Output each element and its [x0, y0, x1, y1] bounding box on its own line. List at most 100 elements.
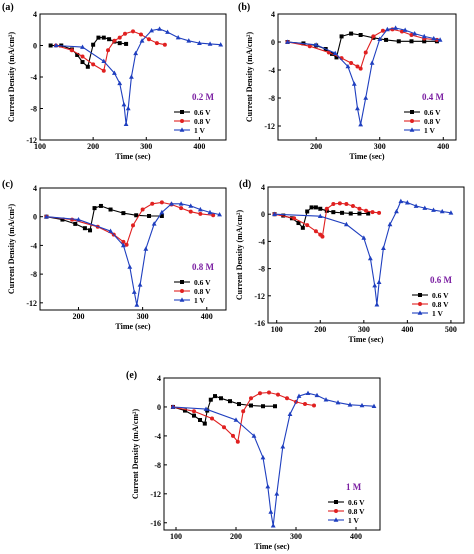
data-point-square: [366, 211, 371, 216]
data-point-circle: [235, 439, 240, 444]
data-point-triangle: [270, 523, 276, 528]
series-line: [46, 201, 214, 246]
data-point-square: [358, 33, 363, 37]
legend-entry: 0.6 V: [328, 498, 365, 507]
data-point-circle: [117, 35, 122, 40]
data-point-square: [180, 110, 184, 114]
x-tick-label: 300: [358, 325, 370, 334]
y-axis-title: Current Density (mA/cm²): [7, 32, 16, 123]
data-point-triangle: [431, 35, 437, 41]
x-tick-label: 300: [137, 312, 149, 321]
x-tick-label: 400: [193, 142, 205, 151]
data-point-square: [48, 43, 53, 48]
y-tick-label: 4: [261, 183, 265, 192]
y-axis-title: Current Density (mA/cm²): [131, 409, 140, 500]
data-point-circle: [138, 32, 143, 37]
series-0p8V: [171, 390, 316, 444]
data-point-triangle: [80, 44, 85, 49]
data-point-square: [107, 37, 112, 42]
data-point-square: [339, 34, 344, 39]
data-point-triangle: [131, 289, 137, 294]
data-point-triangle: [335, 400, 341, 405]
panel-label: (b): [238, 2, 250, 13]
data-point-triangle: [361, 235, 367, 240]
data-point-triangle: [345, 63, 351, 69]
legend-label: 0.6 V: [348, 498, 365, 507]
data-point-triangle: [393, 25, 399, 30]
data-point-circle: [355, 64, 360, 69]
data-point-triangle: [317, 213, 323, 219]
data-point-square: [357, 211, 362, 216]
data-point-circle: [337, 201, 342, 206]
data-point-square: [313, 205, 318, 210]
data-point-circle: [123, 31, 128, 36]
legend-entry: 0.8 V: [174, 287, 211, 296]
data-point-triangle: [313, 42, 319, 47]
data-point-triangle: [431, 207, 436, 212]
data-point-triangle: [203, 406, 209, 411]
y-axis-title: Current Density (mA/cm²): [235, 210, 244, 301]
data-point-triangle: [376, 279, 382, 284]
data-point-square: [208, 397, 213, 402]
data-point-triangle: [344, 221, 349, 227]
data-point-triangle: [133, 50, 139, 56]
data-point-square: [334, 55, 339, 60]
x-tick-label: 100: [170, 532, 182, 541]
plot-frame: [267, 186, 465, 324]
y-tick-label: -12: [26, 299, 37, 308]
data-point-triangle: [143, 246, 149, 251]
data-point-triangle: [421, 33, 427, 39]
x-tick-label: 300: [374, 142, 386, 151]
data-point-circle: [364, 208, 368, 213]
series-1V: [285, 25, 443, 127]
data-point-triangle: [123, 121, 129, 127]
x-tick-label: 400: [401, 325, 413, 334]
data-point-circle: [180, 119, 184, 123]
data-point-triangle: [332, 50, 338, 55]
data-point-triangle: [448, 210, 454, 215]
x-axis-title: Time (sec): [349, 152, 385, 161]
data-point-circle: [198, 211, 203, 216]
data-point-square: [396, 39, 401, 44]
data-point-circle: [380, 28, 385, 33]
y-tick-label: 4: [271, 10, 275, 19]
data-point-triangle: [402, 27, 408, 32]
legend-label: 0.8 V: [432, 300, 449, 309]
y-tick-label: -8: [268, 94, 275, 103]
legend-label: 0.8 V: [194, 287, 211, 296]
data-point-triangle: [179, 297, 185, 302]
x-axis-title: Time (sec): [115, 152, 151, 161]
data-point-triangle: [422, 205, 428, 210]
data-point-triangle: [127, 264, 133, 269]
data-point-circle: [303, 402, 307, 407]
concentration-label: 1 M: [346, 482, 362, 492]
data-point-triangle: [413, 203, 419, 208]
data-point-triangle: [159, 209, 165, 215]
y-axis-title: Current Density (mA/cm²): [245, 32, 254, 123]
data-point-triangle: [251, 433, 257, 438]
data-point-circle: [140, 207, 145, 212]
data-point-square: [305, 209, 310, 214]
x-tick-label: 200: [230, 532, 242, 541]
data-point-circle: [410, 119, 414, 123]
data-point-circle: [312, 403, 316, 408]
data-point-square: [180, 280, 184, 284]
data-point-square: [409, 39, 414, 44]
legend-label: 1 V: [424, 126, 435, 135]
data-point-triangle: [417, 310, 423, 315]
concentration-label: 0.4 M: [422, 92, 445, 102]
series-0p8V: [272, 201, 382, 239]
data-point-triangle: [363, 95, 369, 100]
legend-label: 0.6 V: [194, 108, 211, 117]
x-tick-label: 200: [314, 325, 326, 334]
data-point-square: [108, 207, 113, 212]
data-point-circle: [146, 37, 151, 42]
y-tick-label: -4: [30, 241, 37, 250]
x-axis-title: Time (sec): [115, 322, 151, 331]
legend-label: 0.6 V: [432, 291, 449, 300]
data-point-triangle: [260, 455, 266, 460]
data-point-square: [202, 421, 207, 426]
data-point-circle: [188, 209, 193, 214]
data-point-square: [73, 221, 78, 226]
data-point-circle: [305, 223, 310, 228]
